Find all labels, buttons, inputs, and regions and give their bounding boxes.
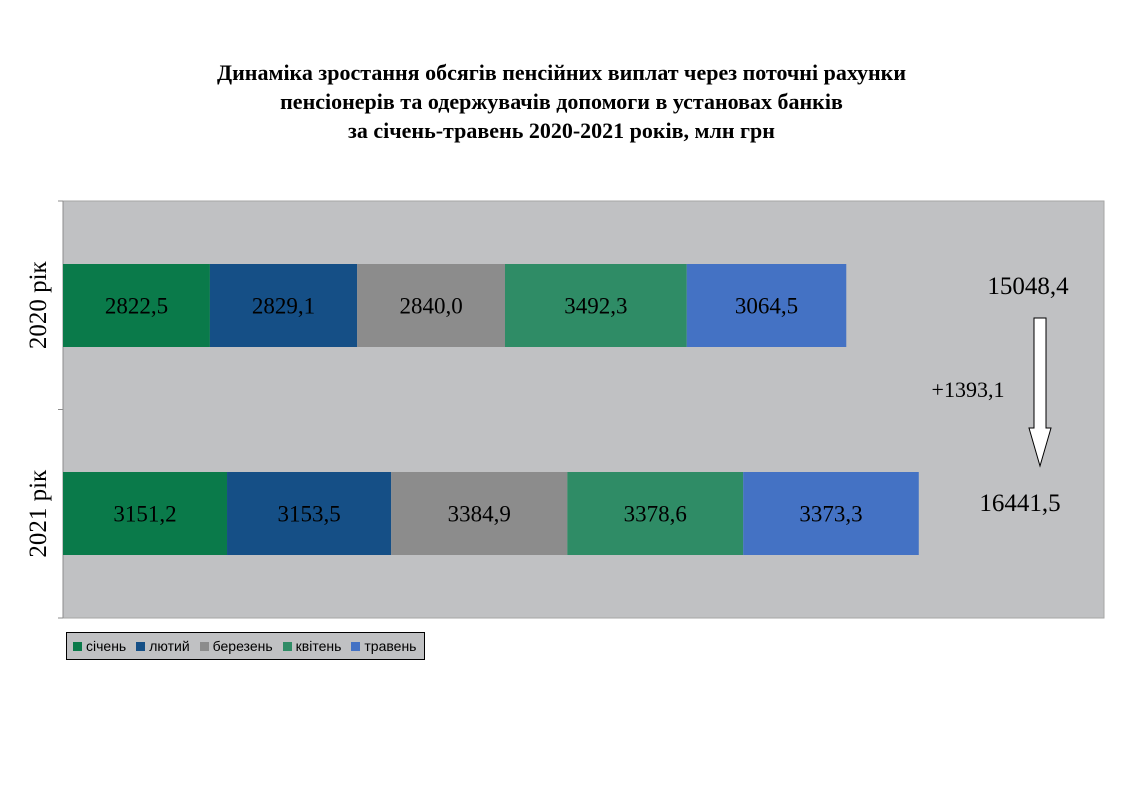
bar-2021-2	[391, 472, 568, 555]
legend-swatch-icon	[199, 641, 209, 651]
bar-2020-2	[357, 264, 505, 347]
chart-title-line-2: пенсіонерів та одержувачів допомоги в ус…	[280, 89, 843, 114]
bar-2021-1	[227, 472, 392, 555]
data-label-2021-1: 3153,5	[277, 502, 340, 527]
bar-2021-3	[567, 472, 744, 555]
category-label-2020: 2020 рік	[25, 260, 52, 349]
data-label-2021-2: 3384,9	[448, 502, 511, 527]
category-axis	[58, 200, 64, 619]
legend-item-4: травень	[351, 638, 416, 654]
bar-2020-3	[504, 264, 687, 347]
data-label-2020-1: 2829,1	[252, 294, 315, 319]
chart-title: Динаміка зростання обсягів пенсійних вип…	[0, 58, 1123, 145]
total-label-2020: 15048,4	[987, 273, 1069, 300]
legend-item-0: січень	[73, 638, 126, 654]
data-label-2020-4: 3064,5	[735, 294, 798, 319]
category-label-2021: 2021 рік	[25, 469, 52, 558]
legend-label: квітень	[295, 638, 342, 654]
difference-label: +1393,1	[932, 377, 1005, 402]
bar-2020-4	[686, 264, 847, 347]
legend-label: травень	[364, 638, 417, 654]
legend-item-3: квітень	[282, 638, 342, 654]
bar-2021-4	[743, 472, 919, 555]
legend-item-2: березень	[199, 638, 273, 654]
data-label-2021-0: 3151,2	[113, 502, 176, 527]
stacked-bar-chart: 2822,5 2829,1 2840,0 3492,3 3064,5 3151,2 3153…	[25, 200, 1105, 619]
legend-item-1: лютий	[136, 638, 190, 654]
category-labels-group: 2020 рік 2021 рік	[25, 260, 52, 557]
data-label-2020-3: 3492,3	[564, 294, 627, 319]
bar-2020-1	[209, 264, 358, 347]
legend-label: лютий	[149, 638, 190, 654]
total-label-2021: 16441,5	[979, 490, 1060, 517]
data-label-2021-4: 3373,3	[799, 502, 862, 527]
legend-swatch-icon	[136, 641, 146, 651]
chart-title-line-3: за січень-травень 2020-2021 років, млн г…	[348, 118, 775, 143]
legend: січень лютий березень квітень травень	[66, 632, 426, 660]
legend-label: січень	[86, 638, 127, 654]
legend-swatch-icon	[351, 641, 361, 651]
bars-group	[63, 264, 919, 555]
bar-2021-0	[63, 472, 228, 555]
down-arrow-icon	[1028, 317, 1052, 468]
data-labels-group: 2822,5 2829,1 2840,0 3492,3 3064,5 3151,2 3153…	[105, 294, 863, 527]
plot-area	[62, 200, 1105, 619]
legend-swatch-icon	[282, 641, 292, 651]
legend-swatch-icon	[73, 641, 82, 651]
data-label-2021-3: 3378,6	[624, 502, 687, 527]
data-label-2020-2: 2840,0	[399, 294, 462, 319]
data-label-2020-0: 2822,5	[105, 294, 168, 319]
bar-2020-0	[63, 264, 210, 347]
chart-title-line-1: Динаміка зростання обсягів пенсійних вип…	[216, 60, 907, 85]
legend-label: березень	[212, 638, 273, 654]
